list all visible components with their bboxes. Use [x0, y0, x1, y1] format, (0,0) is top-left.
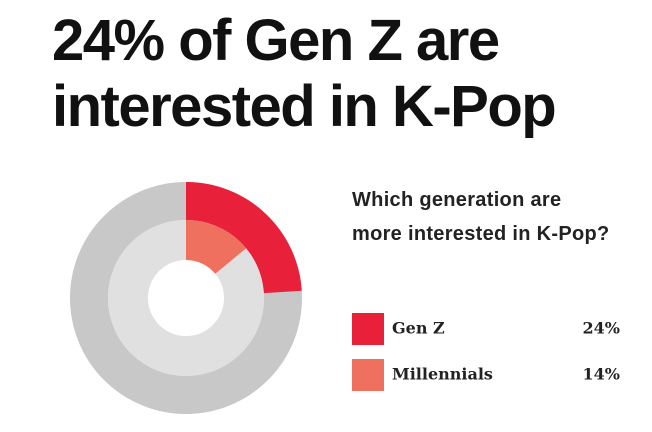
- donut-segment: [186, 182, 302, 294]
- legend-label: Millennials: [392, 365, 493, 384]
- title-line: 24% of Gen Z are: [52, 8, 500, 73]
- title-line: interested in K-Pop: [52, 74, 557, 139]
- legend-swatch: [352, 313, 384, 345]
- legend-swatch: [352, 359, 384, 391]
- value-label: 24%: [583, 319, 620, 338]
- value-label: 14%: [583, 365, 620, 384]
- donut-segment: [186, 220, 247, 274]
- legend-title: Which generation are more interested in …: [352, 189, 610, 245]
- legend-label: Gen Z: [392, 319, 445, 338]
